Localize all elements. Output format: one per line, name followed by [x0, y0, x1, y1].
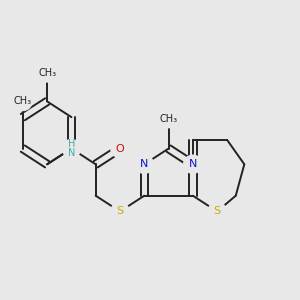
Circle shape — [62, 140, 81, 158]
Text: CH₃: CH₃ — [160, 114, 178, 124]
Text: N: N — [140, 159, 148, 169]
Text: CH₃: CH₃ — [38, 68, 56, 78]
Text: S: S — [214, 206, 221, 216]
Circle shape — [159, 110, 178, 128]
Text: N: N — [189, 159, 197, 169]
Circle shape — [135, 155, 153, 173]
Circle shape — [184, 155, 202, 173]
Circle shape — [38, 64, 56, 82]
Text: H
N: H N — [68, 139, 75, 158]
Circle shape — [14, 92, 32, 111]
Text: S: S — [116, 206, 124, 216]
Circle shape — [111, 202, 129, 220]
Text: CH₃: CH₃ — [14, 96, 32, 106]
Circle shape — [208, 202, 226, 220]
Circle shape — [111, 140, 129, 158]
Text: O: O — [116, 144, 124, 154]
